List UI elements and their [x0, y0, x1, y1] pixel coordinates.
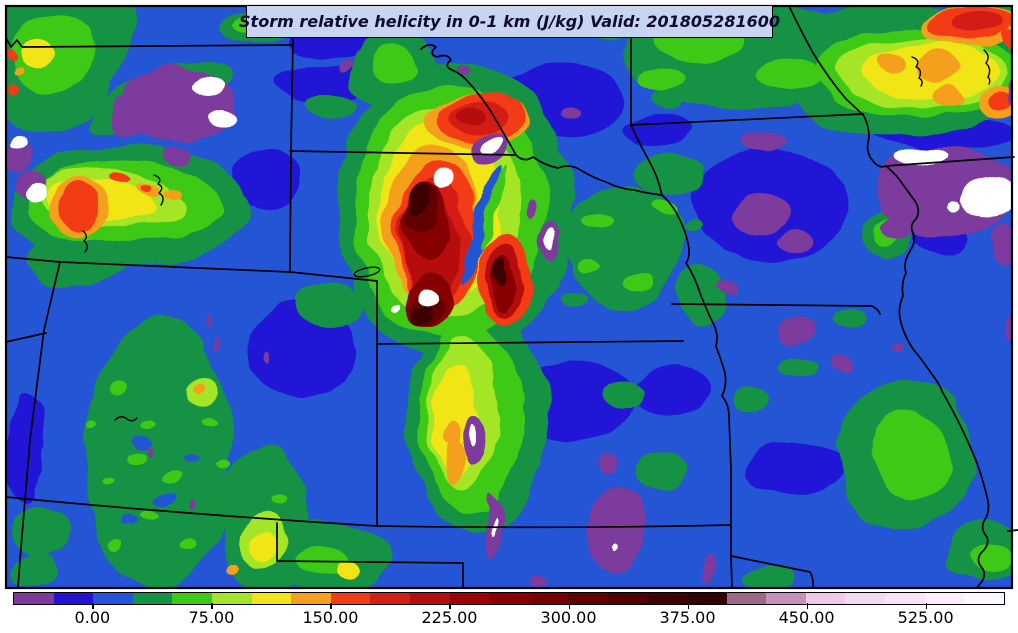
colorbar-tick-label: 375.00: [659, 608, 716, 627]
missouri-river-sd: [420, 44, 517, 156]
colorbar-segment: [291, 593, 331, 604]
wy-river-1: [153, 174, 164, 206]
co-river: [114, 416, 138, 422]
colorbar-segment: [14, 593, 54, 604]
colorbar-tick: [92, 603, 94, 609]
border-sd-ne-missouri-river: [289, 150, 733, 589]
colorbar-segment: [211, 593, 252, 604]
colorbar-segment: [766, 593, 806, 604]
colorbar-tick: [449, 603, 452, 609]
title-box: Storm relative helicity in 0-1 km (J/kg)…: [239, 5, 780, 38]
colorbar-segment: [845, 593, 886, 604]
colorbar-segment: [528, 593, 569, 604]
colorbar-segment: [805, 593, 846, 604]
border-37n: [5, 496, 732, 529]
colorbar-segment: [449, 593, 490, 604]
colorbar-tick: [568, 603, 571, 609]
helicity-field: [6, 6, 1012, 588]
plot-title: Storm relative helicity in 0-1 km (J/kg)…: [239, 12, 780, 31]
colorbar-tick: [925, 603, 928, 609]
colorbar-segment: [251, 593, 292, 604]
colorbar-segment: [607, 593, 648, 604]
colorbar-segment: [172, 593, 212, 604]
colorbar-segment: [409, 593, 450, 604]
colorbar-segment: [924, 593, 965, 604]
river-ut: [5, 332, 47, 343]
border-104w: [289, 38, 294, 273]
border-mo-ar: [730, 555, 815, 589]
colorbar-segment: [568, 593, 608, 604]
colorbar-segment: [489, 593, 529, 604]
colorbar-segment: [687, 593, 727, 604]
colorbar: [13, 592, 1005, 605]
border-ia-mo: [671, 303, 881, 315]
mississippi-river-north: [788, 5, 887, 168]
border-ut-co: [17, 261, 61, 589]
colorbar-segment: [53, 593, 94, 604]
colorbar-tick-label: 150.00: [302, 608, 359, 627]
wy-river-2: [82, 230, 88, 253]
colorbar-tick: [211, 603, 213, 609]
colorbar-tick-label: 525.00: [897, 608, 954, 627]
border-ia-mn: [630, 113, 864, 126]
state-borders: [5, 5, 1018, 589]
colorbar-tick-label: 75.00: [188, 608, 235, 627]
colorbar-segment: [885, 593, 925, 604]
colorbar-segment: [132, 593, 173, 604]
big-sioux-river: [630, 124, 663, 196]
colorbar-tick-label: 300.00: [540, 608, 597, 627]
colorbar-tick-label: 450.00: [778, 608, 835, 627]
mn-lake-2: [983, 49, 991, 85]
colorbar-segment: [647, 593, 688, 604]
colorbar-segment: [370, 593, 410, 604]
colorbar-tick: [687, 603, 690, 609]
border-ok-panhandle: [276, 522, 464, 589]
mississippi-river-south: [885, 165, 990, 589]
lake-mcconaughy: [353, 266, 381, 278]
colorbar-segment: [964, 593, 1004, 604]
colorbar-segment: [93, 593, 133, 604]
lakes: [82, 49, 991, 422]
border-mt-wy: [5, 37, 294, 48]
border-ks-ne: [376, 340, 684, 345]
colorbar-tick: [806, 603, 809, 609]
colorbar-tick: [330, 603, 333, 609]
colorbar-segment: [330, 593, 371, 604]
border-wi-il: [885, 156, 1015, 167]
colorbar-segment: [726, 593, 767, 604]
colorbar-tick-label: 225.00: [421, 608, 478, 627]
border-41n: [5, 256, 378, 282]
mn-lake-1: [911, 56, 923, 87]
colorbar-tick-label: 0.00: [74, 608, 111, 627]
